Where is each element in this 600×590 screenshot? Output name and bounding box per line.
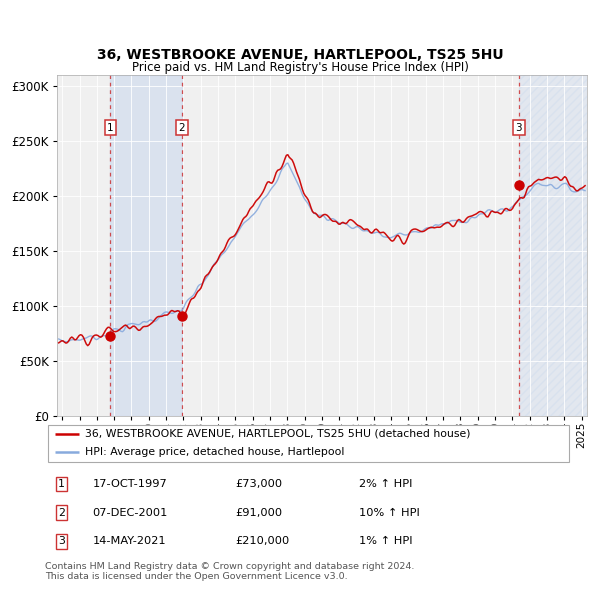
Text: 17-OCT-1997: 17-OCT-1997 [92, 479, 167, 489]
Text: £91,000: £91,000 [235, 508, 282, 517]
FancyBboxPatch shape [47, 425, 569, 461]
Text: Contains HM Land Registry data © Crown copyright and database right 2024.: Contains HM Land Registry data © Crown c… [45, 562, 415, 571]
Text: 2: 2 [58, 508, 65, 517]
Text: 2: 2 [179, 123, 185, 133]
Text: £210,000: £210,000 [235, 536, 289, 546]
Text: HPI: Average price, detached house, Hartlepool: HPI: Average price, detached house, Hart… [85, 447, 344, 457]
Bar [110, 75, 182, 416]
Text: 2% ↑ HPI: 2% ↑ HPI [359, 479, 413, 489]
Text: 36, WESTBROOKE AVENUE, HARTLEPOOL, TS25 5HU (detached house): 36, WESTBROOKE AVENUE, HARTLEPOOL, TS25 … [85, 429, 470, 439]
Text: 10% ↑ HPI: 10% ↑ HPI [359, 508, 420, 517]
Text: 3: 3 [515, 123, 522, 133]
Bar [519, 75, 587, 416]
Text: Price paid vs. HM Land Registry's House Price Index (HPI): Price paid vs. HM Land Registry's House … [131, 61, 469, 74]
Text: 07-DEC-2001: 07-DEC-2001 [92, 508, 168, 517]
Text: £73,000: £73,000 [235, 479, 282, 489]
Text: 1: 1 [58, 479, 65, 489]
Text: This data is licensed under the Open Government Licence v3.0.: This data is licensed under the Open Gov… [45, 572, 347, 581]
Text: 3: 3 [58, 536, 65, 546]
Text: 36, WESTBROOKE AVENUE, HARTLEPOOL, TS25 5HU: 36, WESTBROOKE AVENUE, HARTLEPOOL, TS25 … [97, 48, 503, 62]
Text: 1: 1 [107, 123, 114, 133]
Text: 14-MAY-2021: 14-MAY-2021 [92, 536, 166, 546]
Text: 1% ↑ HPI: 1% ↑ HPI [359, 536, 413, 546]
